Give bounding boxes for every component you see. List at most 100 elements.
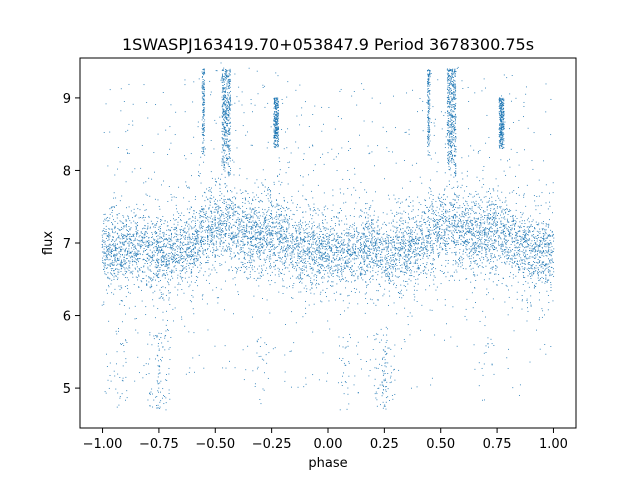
- data-point: [195, 237, 197, 239]
- data-point: [480, 272, 482, 274]
- data-point: [145, 193, 147, 195]
- data-point: [124, 248, 126, 250]
- data-point: [403, 262, 405, 264]
- data-point: [334, 258, 335, 260]
- data-point: [269, 235, 271, 237]
- data-point: [360, 209, 362, 211]
- data-point: [104, 241, 106, 243]
- data-point: [248, 260, 250, 262]
- data-point: [211, 198, 213, 200]
- data-point: [272, 240, 274, 242]
- data-point: [192, 233, 193, 234]
- data-point: [163, 257, 165, 259]
- data-point: [278, 225, 280, 227]
- data-point: [261, 243, 263, 245]
- data-point: [506, 208, 508, 209]
- data-point: [233, 234, 235, 236]
- data-point: [222, 231, 224, 233]
- data-point: [505, 200, 507, 202]
- data-point: [534, 258, 536, 259]
- data-point: [471, 248, 473, 250]
- data-point: [534, 251, 536, 253]
- data-point: [255, 246, 257, 248]
- data-point: [312, 267, 314, 269]
- data-point: [114, 226, 116, 228]
- data-point: [389, 283, 391, 284]
- data-point: [144, 271, 146, 273]
- data-point: [320, 248, 322, 250]
- data-point: [163, 231, 165, 233]
- data-point: [246, 208, 248, 210]
- data-point: [107, 245, 109, 247]
- data-point: [261, 230, 263, 232]
- data-point: [262, 184, 264, 186]
- data-point: [515, 232, 517, 234]
- data-point: [376, 238, 378, 240]
- data-point: [521, 214, 523, 216]
- data-point: [219, 242, 221, 244]
- data-point: [271, 214, 272, 216]
- data-point: [272, 235, 274, 237]
- data-point: [252, 245, 254, 247]
- data-point: [410, 240, 412, 242]
- data-point: [104, 273, 106, 275]
- data-point: [224, 223, 226, 224]
- data-point: [274, 246, 275, 248]
- data-point: [316, 276, 317, 278]
- data-point: [528, 230, 530, 232]
- data-point: [249, 208, 251, 210]
- data-point: [288, 270, 290, 272]
- data-point: [487, 260, 489, 262]
- data-point: [417, 266, 419, 268]
- data-point: [316, 271, 318, 273]
- data-point: [120, 250, 122, 252]
- data-point: [128, 270, 130, 272]
- data-point: [452, 217, 454, 219]
- data-point: [311, 218, 313, 220]
- data-point: [340, 257, 342, 259]
- data-point: [450, 167, 451, 169]
- data-point: [273, 252, 275, 253]
- data-point: [415, 229, 416, 231]
- data-point: [490, 238, 492, 240]
- data-point: [466, 239, 468, 241]
- data-point: [460, 222, 462, 224]
- data-point: [544, 243, 545, 245]
- data-point: [287, 253, 289, 255]
- data-point: [148, 258, 150, 260]
- data-point: [337, 235, 339, 236]
- data-point: [481, 242, 483, 244]
- data-point: [366, 191, 368, 193]
- data-point: [120, 287, 122, 289]
- data-point: [330, 285, 331, 286]
- data-point: [179, 234, 181, 235]
- data-point: [543, 236, 545, 238]
- data-point: [413, 262, 415, 264]
- data-point: [502, 225, 504, 227]
- data-point: [488, 229, 490, 230]
- data-point: [414, 251, 416, 253]
- data-point: [176, 250, 178, 252]
- data-point: [342, 242, 344, 244]
- data-point: [232, 215, 234, 217]
- data-point: [161, 238, 163, 239]
- data-point: [365, 235, 367, 237]
- data-point: [204, 192, 206, 194]
- data-point: [162, 249, 164, 251]
- data-point: [352, 247, 354, 249]
- data-point: [436, 245, 438, 247]
- data-point: [520, 263, 521, 265]
- data-point: [404, 281, 406, 282]
- data-point: [262, 252, 264, 254]
- data-point: [391, 239, 393, 241]
- data-point: [387, 246, 389, 248]
- data-point: [358, 197, 360, 199]
- data-point: [401, 223, 403, 224]
- data-point: [537, 205, 539, 207]
- data-point: [535, 250, 537, 252]
- data-point: [330, 218, 332, 219]
- data-point: [463, 237, 465, 239]
- data-point: [166, 310, 167, 312]
- data-point: [546, 263, 548, 265]
- data-point: [449, 218, 451, 220]
